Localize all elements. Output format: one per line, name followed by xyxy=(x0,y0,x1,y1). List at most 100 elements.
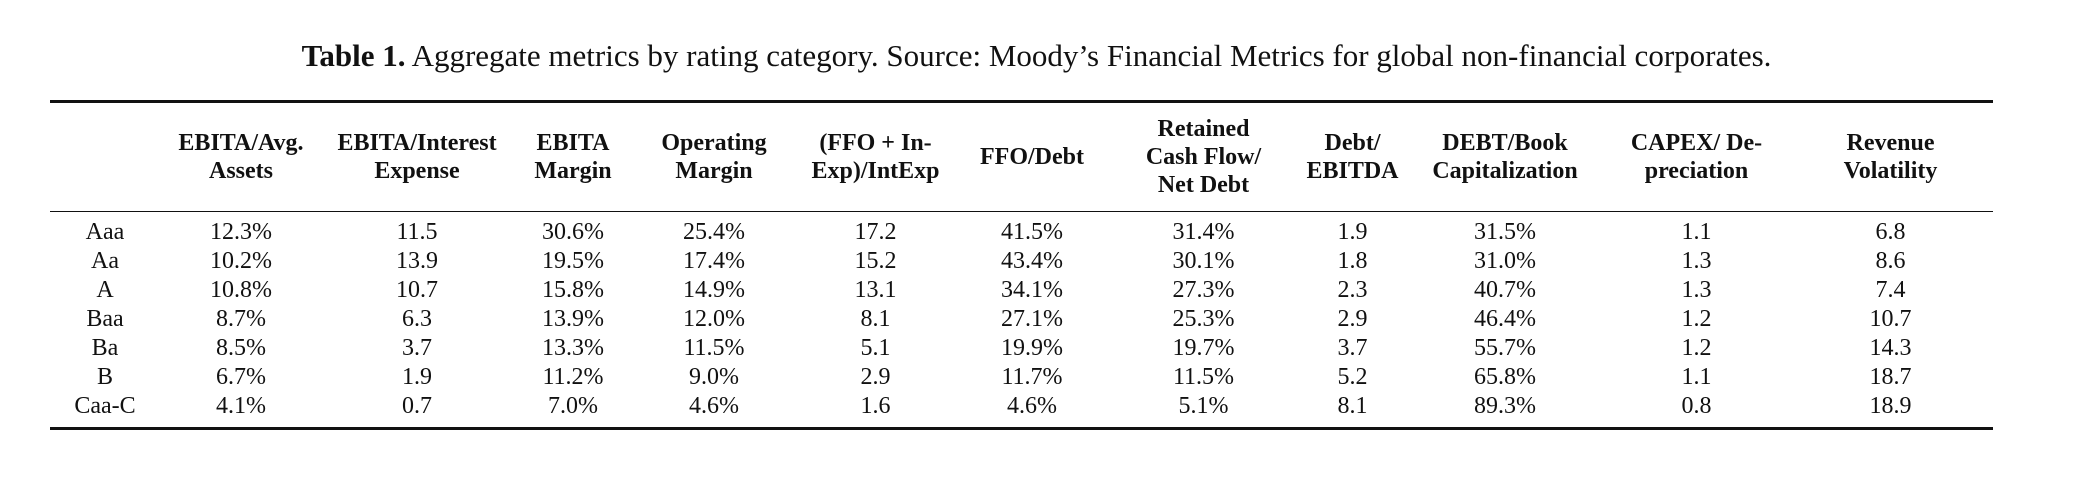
table-cell: 11.5 xyxy=(396,219,438,245)
table-cell: 1.8 xyxy=(1337,248,1368,274)
table-cell: 30.1% xyxy=(1172,248,1235,274)
column-header-line: EBITA/Avg. xyxy=(178,130,304,156)
table-cell: 6.7% xyxy=(216,364,266,390)
column-header-line: Margin xyxy=(534,158,612,184)
caption-text: Aggregate metrics by rating category. So… xyxy=(405,38,1772,73)
table-row: Baa 8.7% 6.3 13.9% 12.0% 8.1 27.1% 25.3% 2.9 46.4… xyxy=(50,305,1993,334)
column-header-line: DEBT/Book xyxy=(1442,130,1568,156)
column-header: FFO/Debt xyxy=(957,102,1107,212)
table-cell: 7.0% xyxy=(548,393,598,419)
column-header-line: EBITDA xyxy=(1306,158,1399,184)
table-cell: 1.1 xyxy=(1681,364,1712,390)
rating-category-cell: Caa-C xyxy=(74,393,136,419)
column-header-line: Capitalization xyxy=(1432,158,1578,184)
table-caption: Table 1. Aggregate metrics by rating cat… xyxy=(0,36,2073,76)
table-cell: 8.1 xyxy=(1337,393,1368,419)
table-cell: 15.2 xyxy=(854,248,897,274)
table-cell: 34.1% xyxy=(1001,277,1063,303)
table-cell: 1.9 xyxy=(402,364,432,390)
table-cell: 7.4 xyxy=(1875,277,1906,303)
column-header-line: Volatility xyxy=(1843,158,1938,184)
table-row: Aa 10.2% 13.9 19.5% 17.4% 15.2 43.4% 30.1% 1.8 31… xyxy=(50,247,1993,276)
table-cell: 8.1 xyxy=(860,306,891,332)
table-cell: 31.4% xyxy=(1172,219,1235,245)
rating-category-cell: Aaa xyxy=(85,219,125,245)
table-cell: 11.7% xyxy=(1001,364,1063,390)
table-cell: 11.5% xyxy=(683,335,745,361)
table-row: Ba 8.5% 3.7 13.3% 11.5% 5.1 19.9% 19.7% 3.7 55.7%… xyxy=(50,334,1993,363)
column-header-line: Cash Flow/ xyxy=(1145,144,1262,170)
rating-category-cell: Aa xyxy=(91,248,119,274)
column-header: Debt/EBITDA xyxy=(1300,102,1405,212)
table-cell: 4.1% xyxy=(216,393,266,419)
table-cell: 18.7 xyxy=(1869,364,1912,390)
column-header: DEBT/Book Capitalization xyxy=(1405,102,1605,212)
table-cell: 1.9 xyxy=(1337,219,1368,245)
table-cell: 1.2 xyxy=(1681,306,1712,332)
table-cell: 9.0% xyxy=(689,364,739,390)
column-header: CAPEX/ De-preciation xyxy=(1605,102,1788,212)
table-cell: 4.6% xyxy=(689,393,739,419)
table-row: B 6.7% 1.9 11.2% 9.0% 2.9 11.7% 11.5% 5.2 65.8% 1.… xyxy=(50,363,1993,392)
column-header-line: Retained xyxy=(1157,116,1250,142)
table-cell: 12.0% xyxy=(683,306,745,332)
table-cell: 25.4% xyxy=(683,219,745,245)
table-cell: 10.2% xyxy=(210,248,272,274)
column-header-line: Net Debt xyxy=(1157,172,1250,198)
table-cell: 19.9% xyxy=(1001,335,1063,361)
column-header-line: Revenue xyxy=(1846,130,1935,156)
table-header: EBITA/Avg. Assets EBITA/Interest Expense EBI… xyxy=(50,101,1993,212)
table-cell: 19.7% xyxy=(1172,335,1235,361)
metrics-table: EBITA/Avg. Assets EBITA/Interest Expense EBI… xyxy=(50,100,1993,430)
column-header: Revenue Volatility xyxy=(1788,102,1993,212)
table-cell: 10.7 xyxy=(1869,306,1912,332)
table-cell: 89.3% xyxy=(1474,393,1536,419)
header-row: EBITA/Avg. Assets EBITA/Interest Expense EBI… xyxy=(50,101,1993,212)
rating-category-cell: Ba xyxy=(91,335,119,361)
table-cell: 1.2 xyxy=(1681,335,1712,361)
table-row: Caa-C 4.1% 0.7 7.0% 4.6% 1.6 4.6% 5.1% 8.1 89.3% 0… xyxy=(50,392,1993,429)
column-header-line: Expense xyxy=(374,158,460,184)
table-cell: 11.5% xyxy=(1172,364,1235,390)
column-header-line: preciation xyxy=(1644,158,1749,184)
table-cell: 1.6 xyxy=(860,393,891,419)
table-cell: 5.1% xyxy=(1178,393,1229,419)
column-header-line: Debt/ xyxy=(1324,130,1381,156)
column-header-line: Operating xyxy=(661,130,767,156)
table-cell: 65.8% xyxy=(1474,364,1536,390)
column-header-line: Assets xyxy=(209,158,273,184)
table-row: Aaa 12.3% 11.5 30.6% 25.4% 17.2 41.5% 31.4% 1.9 3… xyxy=(50,212,1993,248)
table-cell: 0.7 xyxy=(402,393,432,419)
caption-label: Table 1. xyxy=(301,38,406,73)
column-header: (FFO + In- Exp)/IntExp xyxy=(794,102,957,212)
table-cell: 6.3 xyxy=(402,306,432,332)
table-cell: 2.9 xyxy=(860,364,891,390)
table-cell: 27.3% xyxy=(1172,277,1235,303)
table-cell: 13.9 xyxy=(396,248,438,274)
table-cell: 3.7 xyxy=(1337,335,1368,361)
table-cell: 1.1 xyxy=(1681,219,1712,245)
table-body: Aaa 12.3% 11.5 30.6% 25.4% 17.2 41.5% 31.4% 1.9 3… xyxy=(50,212,1993,429)
table-cell: 41.5% xyxy=(1001,219,1063,245)
table-cell: 3.7 xyxy=(402,335,432,361)
table-cell: 14.3 xyxy=(1869,335,1912,361)
table-cell: 1.3 xyxy=(1681,277,1712,303)
table-cell: 17.2 xyxy=(854,219,897,245)
rating-category-cell: B xyxy=(96,364,113,390)
table-cell: 5.1 xyxy=(860,335,891,361)
table-cell: 13.9% xyxy=(542,306,604,332)
table-cell: 12.3% xyxy=(210,219,272,245)
column-header: EBITA/Interest Expense xyxy=(322,102,512,212)
table-cell: 31.0% xyxy=(1474,248,1536,274)
table-row: A 10.8% 10.7 15.8% 14.9% 13.1 34.1% 27.3% 2.3 40.… xyxy=(50,276,1993,305)
table-cell: 0.8 xyxy=(1681,393,1712,419)
table-cell: 43.4% xyxy=(1001,248,1063,274)
rating-category-cell: Baa xyxy=(86,306,124,332)
column-header-line: EBITA xyxy=(536,130,610,156)
table-cell: 25.3% xyxy=(1172,306,1235,332)
table-cell: 13.1 xyxy=(854,277,897,303)
column-header xyxy=(50,102,160,212)
table-cell: 2.9 xyxy=(1337,306,1368,332)
rating-category-cell: A xyxy=(96,277,114,303)
